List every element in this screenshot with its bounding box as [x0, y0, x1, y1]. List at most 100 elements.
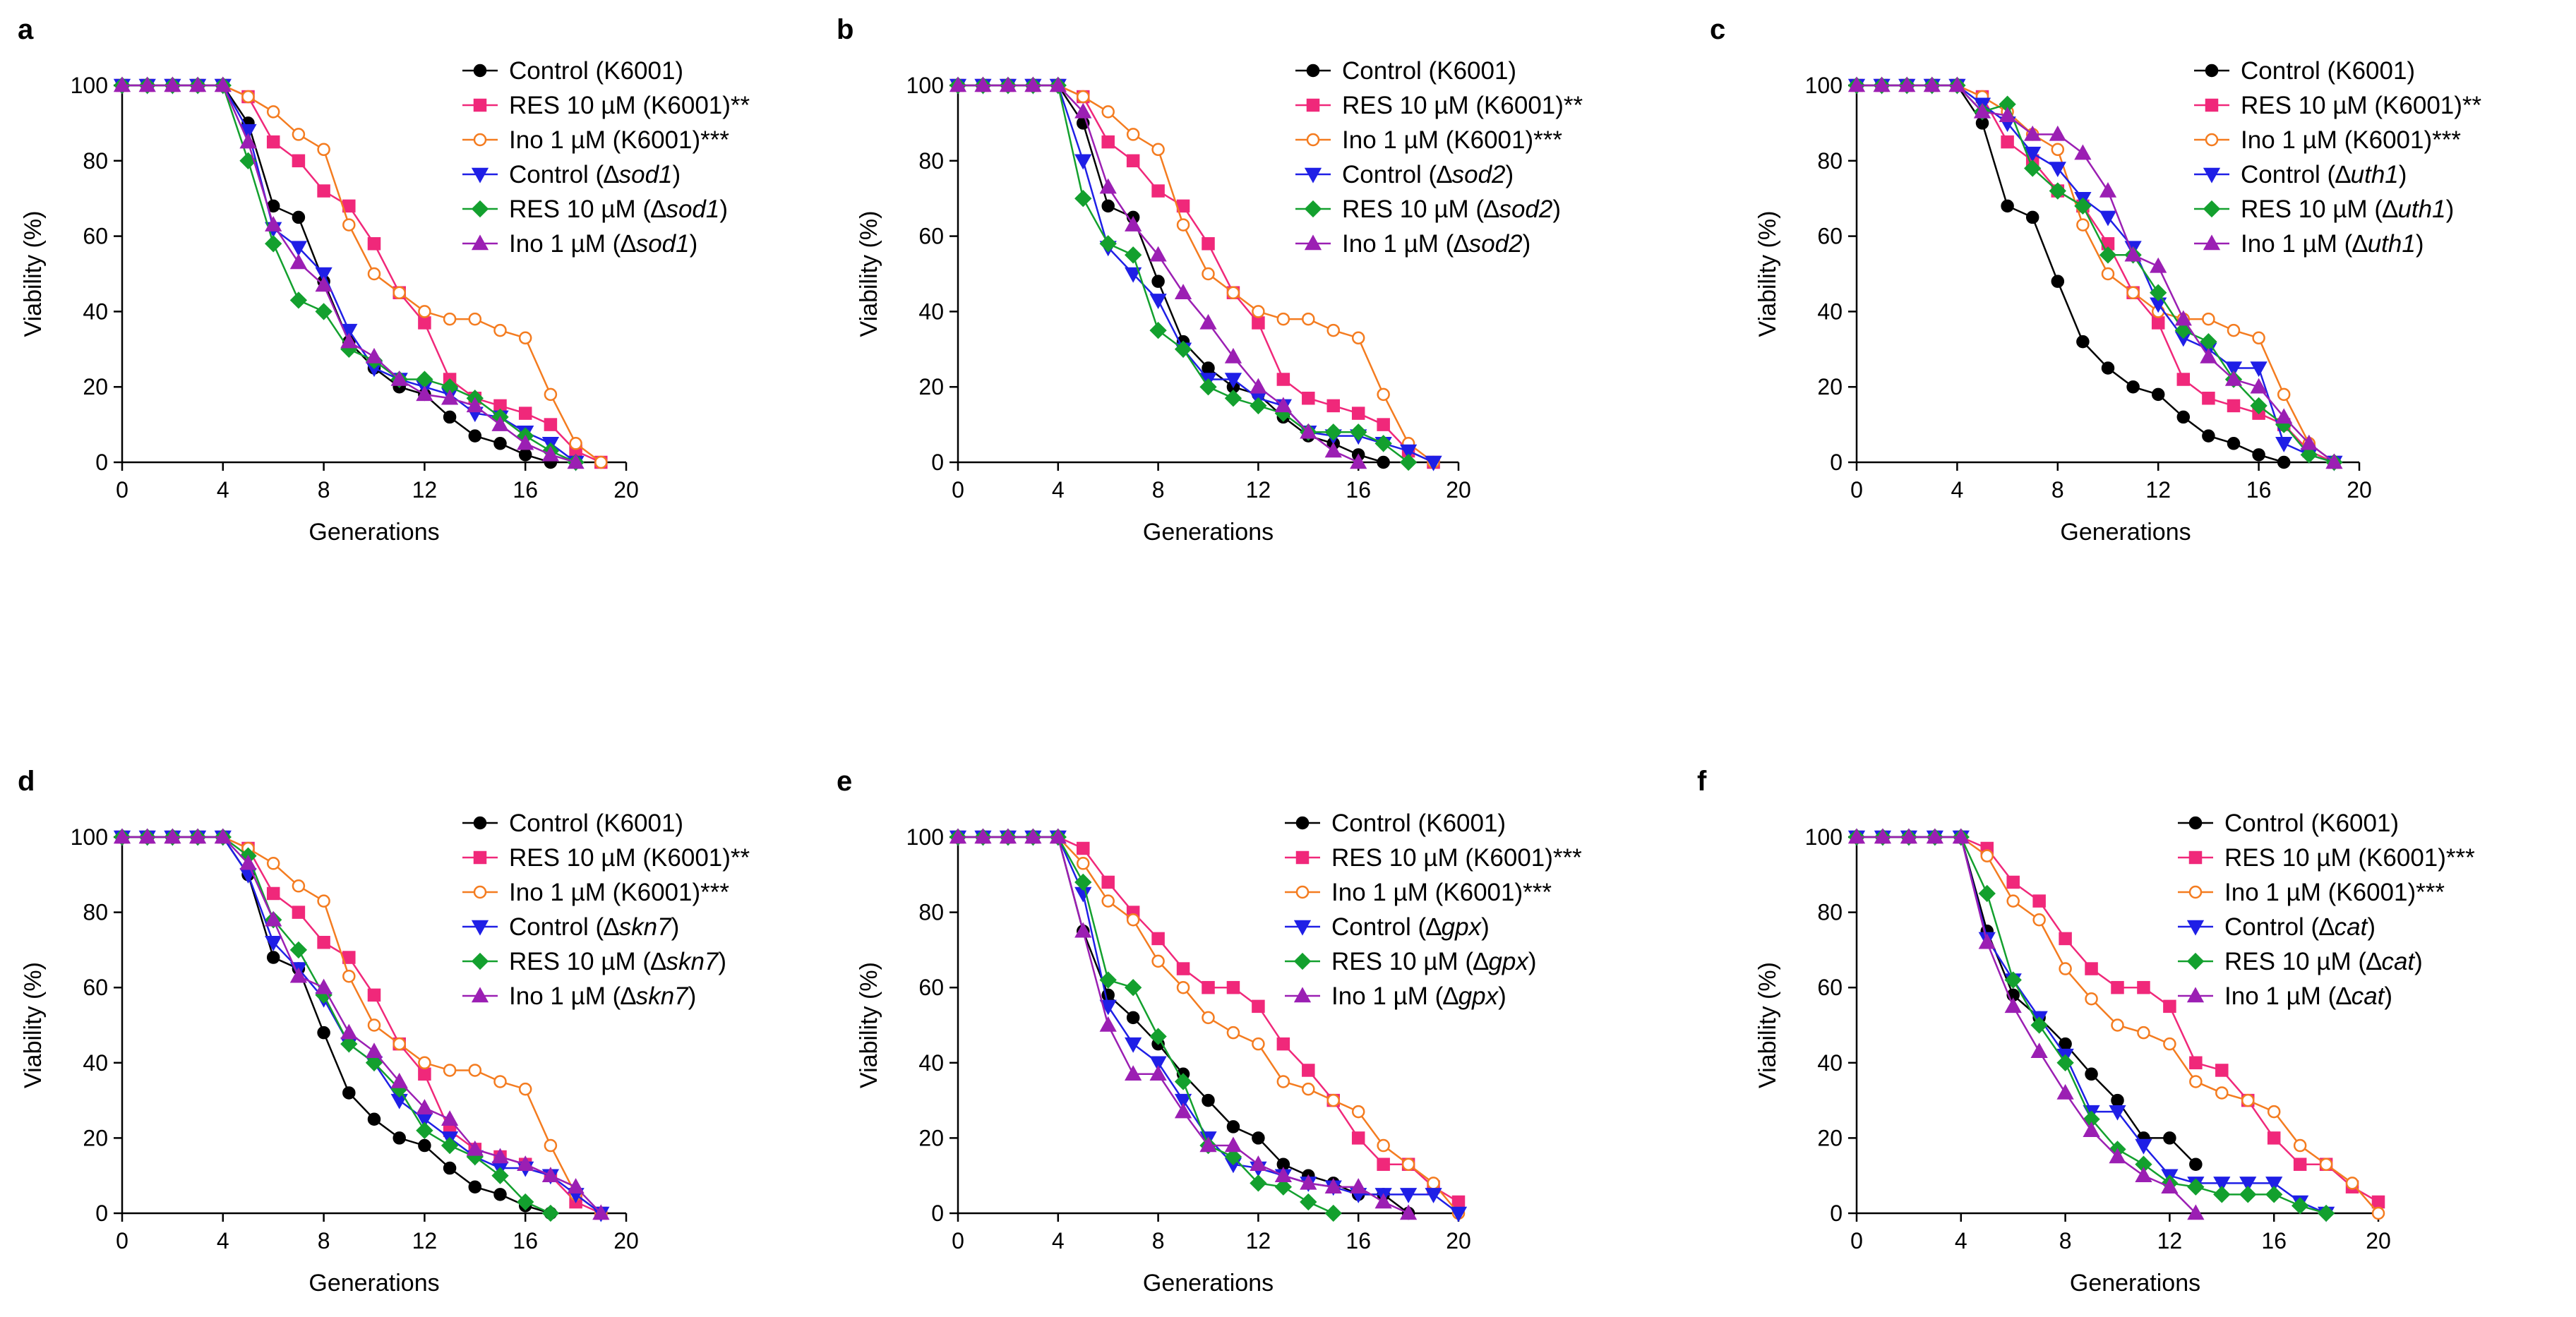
legend-label: Control (K6001) [509, 57, 683, 85]
x-tick-label: 16 [513, 1228, 538, 1253]
legend-item: Control (K6001) [462, 57, 683, 85]
data-point [999, 76, 1017, 92]
y-tick-label: 40 [918, 299, 944, 324]
data-point [1099, 1016, 1117, 1032]
data-point [1276, 312, 1290, 326]
y-tick-label: 20 [918, 374, 944, 399]
data-point [1174, 1102, 1192, 1119]
data-point [2293, 1138, 2307, 1153]
data-point [1374, 435, 1392, 452]
data-point [2163, 1037, 2176, 1051]
y-tick-label: 0 [931, 450, 944, 475]
legend-label: Ino 1 µM (∆uth1) [2241, 230, 2424, 258]
data-point [2030, 1042, 2048, 1059]
data-point [468, 1180, 482, 1193]
data-point [2265, 1186, 2283, 1203]
x-tick-label: 16 [2261, 1228, 2287, 1253]
legend: Control (K6001) RES 10 µM (K6001)*** Ino 1… [1285, 810, 1582, 1010]
data-point [1425, 1188, 1442, 1203]
data-point [214, 828, 232, 844]
data-point [1149, 1028, 1167, 1045]
data-point [1126, 1011, 1140, 1025]
x-tick-label: 20 [613, 1228, 639, 1253]
series-ino_mut [113, 828, 610, 1220]
legend-swatch-marker [1304, 234, 1322, 251]
x-tick-label: 0 [116, 1228, 128, 1253]
data-point [2176, 373, 2191, 386]
data-point [340, 1035, 358, 1053]
legend-label: RES 10 µM (K6001)** [509, 92, 750, 119]
data-point [1350, 453, 1367, 469]
legend-swatch-marker [473, 816, 487, 830]
data-point [2277, 387, 2291, 402]
data-point [2241, 1093, 2255, 1107]
data-point [2252, 331, 2265, 345]
legend-label: Control (∆sod1) [509, 161, 681, 188]
data-point [1224, 373, 1242, 389]
legend-swatch-marker [2186, 920, 2205, 936]
data-point [1101, 105, 1115, 119]
y-tick-label: 20 [83, 374, 108, 399]
data-point [2300, 434, 2318, 450]
data-point [1351, 407, 1365, 420]
x-tick-label: 12 [412, 477, 438, 503]
data-point [949, 76, 967, 92]
data-point [2187, 1204, 2205, 1220]
data-point [2267, 1131, 2281, 1145]
data-point [1074, 922, 1092, 938]
data-point [1202, 237, 1215, 251]
y-tick-label: 100 [1805, 824, 1843, 850]
data-point [544, 1138, 558, 1153]
data-point [164, 828, 181, 844]
data-point [239, 133, 257, 149]
legend-label: Control (∆uth1) [2241, 161, 2407, 188]
data-point [241, 90, 255, 104]
data-point [1101, 894, 1115, 908]
data-point [340, 1023, 358, 1040]
data-point [1049, 76, 1067, 92]
data-point [2151, 316, 2165, 330]
legend-swatch-marker [1293, 952, 1312, 970]
legend-item: RES 10 µM (∆cat) [2178, 948, 2423, 975]
legend-label: Control (K6001) [509, 810, 683, 837]
data-point [1847, 76, 1866, 92]
y-tick-label: 80 [83, 900, 108, 925]
data-point [1302, 1082, 1315, 1096]
data-point [2004, 997, 2022, 1014]
series-line [1857, 836, 2197, 1214]
data-point [443, 410, 457, 424]
data-point [544, 418, 558, 431]
y-axis-label: Viability (%) [856, 962, 882, 1088]
data-point [1427, 1177, 1440, 1190]
legend-label: Ino 1 µM (K6001)*** [1342, 126, 1562, 154]
y-tick-label: 60 [83, 975, 108, 1000]
data-point [265, 216, 282, 231]
data-point [1226, 286, 1240, 299]
data-point [468, 1064, 482, 1077]
series-line [122, 84, 577, 464]
data-point [2137, 980, 2150, 994]
y-axis-label: Viability (%) [856, 211, 882, 337]
legend-label: RES 10 µM (K6001)*** [2224, 844, 2475, 872]
data-point [2137, 1026, 2150, 1040]
legend-label: Control (K6001) [1342, 57, 1516, 85]
data-point [2250, 378, 2268, 394]
data-point [2227, 437, 2241, 450]
legend-item: Control (∆cat) [2178, 913, 2376, 941]
data-point [1350, 423, 1367, 441]
data-point [2227, 399, 2241, 413]
data-point [1176, 962, 1190, 975]
data-point [2267, 1105, 2281, 1119]
data-point [1174, 1073, 1192, 1090]
data-point [974, 828, 992, 844]
data-point [214, 76, 232, 92]
y-tick-label: 20 [83, 1125, 108, 1150]
data-point [2124, 246, 2142, 262]
data-point [1226, 1026, 1240, 1040]
legend-swatch-marker [471, 234, 489, 251]
x-tick-label: 8 [318, 477, 330, 503]
data-point [2030, 1016, 2048, 1034]
data-point [1952, 828, 1970, 844]
data-point [342, 969, 356, 983]
data-point [2083, 1121, 2100, 1137]
